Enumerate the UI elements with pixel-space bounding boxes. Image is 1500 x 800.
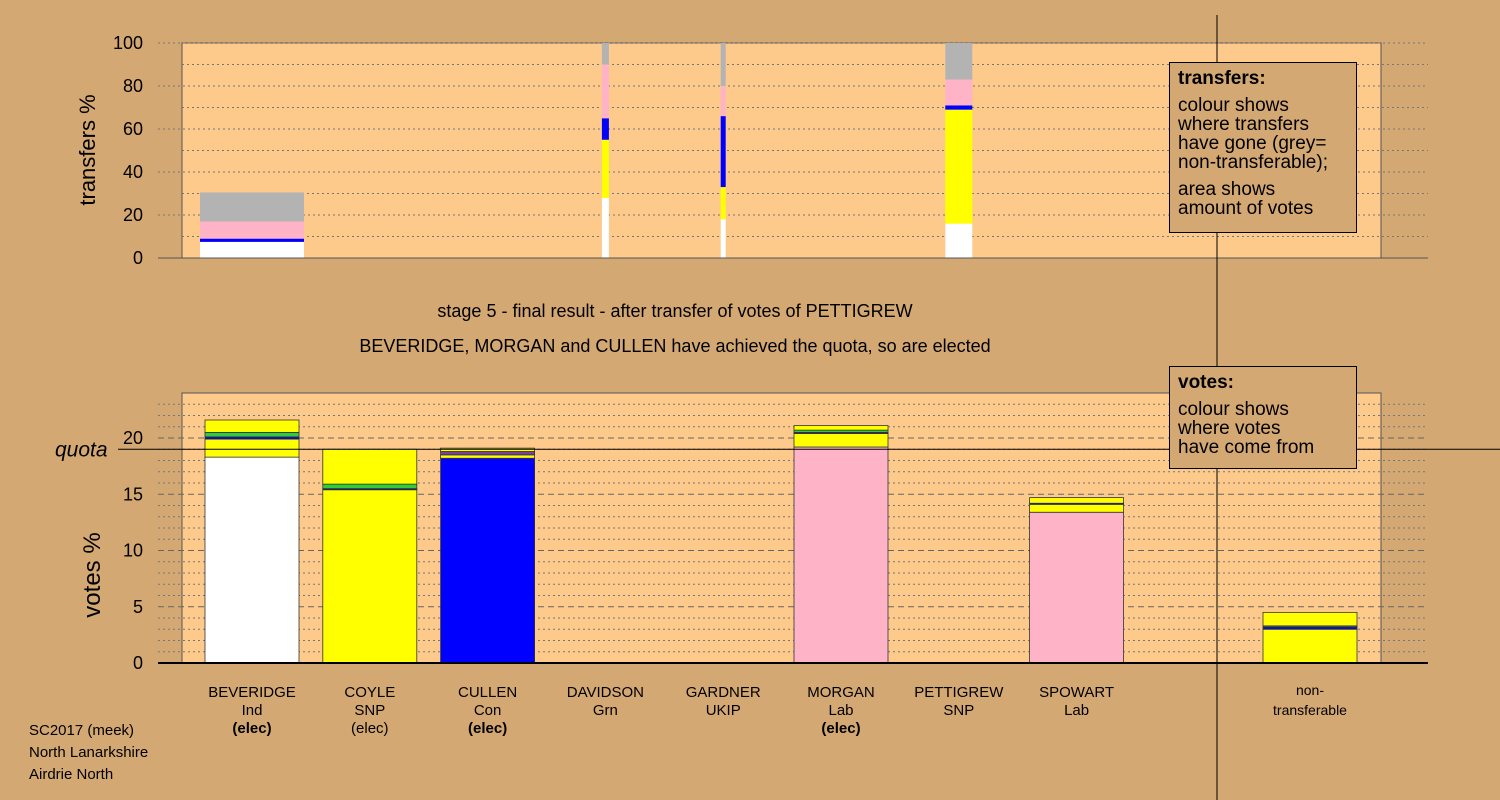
transfer-segment bbox=[945, 79, 973, 106]
candidate-status-label: (elec) bbox=[351, 720, 389, 737]
transfer-segment bbox=[601, 43, 609, 65]
footer-notes: SC2017 (meek) North Lanarkshire Airdrie … bbox=[29, 720, 148, 786]
vote-bar-segment bbox=[322, 483, 418, 490]
votes-axis-label: votes % bbox=[79, 532, 106, 617]
candidate-name-label: MORGAN bbox=[807, 684, 875, 701]
transfer-segment bbox=[200, 221, 304, 239]
transfers-tick-label: 0 bbox=[133, 248, 143, 268]
transfers-tick-label: 60 bbox=[123, 119, 143, 139]
vote-bar-segment bbox=[440, 451, 536, 456]
transfer-segment bbox=[200, 241, 304, 258]
transfer-segment bbox=[720, 187, 726, 220]
vote-bar-segment bbox=[204, 456, 300, 664]
transfer-segment bbox=[601, 118, 609, 140]
transfer-segment bbox=[720, 86, 726, 117]
transfers-legend: transfers: colour shows where transfers … bbox=[1169, 62, 1357, 233]
vote-bar-segment bbox=[322, 489, 418, 664]
transfer-segment bbox=[720, 219, 726, 258]
candidate-name-label: COYLE bbox=[344, 684, 395, 701]
transfer-segment bbox=[200, 192, 304, 222]
votes-legend-text: colour shows where votes have come from bbox=[1178, 399, 1315, 458]
candidate-status-label: (elec) bbox=[232, 720, 271, 737]
footer-line: Airdrie North bbox=[29, 766, 114, 783]
transfers-tick-label: 100 bbox=[113, 33, 143, 53]
vote-bar-segment bbox=[1029, 503, 1124, 513]
candidate-name-label: PETTIGREW bbox=[914, 684, 1004, 701]
transfers-legend-text: colour shows where transfers have gone (… bbox=[1178, 95, 1328, 173]
votes-tick-label: 15 bbox=[123, 484, 143, 504]
transfer-segment bbox=[601, 197, 609, 258]
votes-tick-label: 20 bbox=[123, 428, 143, 448]
candidate-party-label: Con bbox=[474, 702, 502, 719]
footer-line: North Lanarkshire bbox=[29, 744, 149, 761]
votes-tick-label: 10 bbox=[123, 541, 143, 561]
transfer-segment bbox=[945, 109, 973, 224]
candidate-party-label: Grn bbox=[593, 702, 618, 719]
transfers-tick-label: 40 bbox=[123, 162, 143, 182]
transfer-segment bbox=[720, 43, 726, 86]
transfer-segment bbox=[720, 116, 726, 188]
transfers-axis-label: transfers % bbox=[75, 94, 100, 205]
transfer-segment bbox=[945, 105, 973, 110]
vote-bar-segment bbox=[440, 457, 536, 664]
stage-title: stage 5 - final result - after transfer … bbox=[437, 301, 912, 321]
candidate-party-label: SNP bbox=[354, 702, 385, 719]
transfers-tick-label: 20 bbox=[123, 205, 143, 225]
candidate-party-label: SNP bbox=[943, 702, 974, 719]
candidate-party-label: UKIP bbox=[706, 702, 741, 719]
candidate-party-label: Lab bbox=[1064, 702, 1089, 719]
nontransferable-label: non- bbox=[1296, 682, 1324, 698]
candidate-name-label: BEVERIDGE bbox=[208, 684, 296, 701]
vote-bar-segment bbox=[440, 454, 536, 459]
transfer-segment bbox=[200, 238, 304, 242]
footer-line: SC2017 (meek) bbox=[29, 722, 135, 739]
transfers-tick-label: 80 bbox=[123, 76, 143, 96]
quota-label: quota bbox=[55, 438, 108, 461]
votes-legend-title: votes: bbox=[1178, 372, 1234, 393]
vote-bar-segment bbox=[204, 419, 300, 433]
vote-bar-segment bbox=[793, 433, 889, 448]
vote-bar-segment bbox=[204, 438, 300, 458]
vote-bar-segment bbox=[322, 448, 418, 485]
votes-tick-label: 0 bbox=[133, 653, 143, 673]
nontransferable-bar-segment bbox=[1262, 611, 1358, 627]
transfer-segment bbox=[601, 64, 609, 119]
vote-bar-segment bbox=[793, 425, 889, 431]
vote-bar-segment bbox=[793, 446, 889, 664]
vote-bar-segment bbox=[204, 431, 300, 438]
candidate-name-label: DAVIDSON bbox=[567, 684, 644, 701]
candidate-name-label: CULLEN bbox=[458, 684, 517, 701]
vote-bar-segment bbox=[440, 447, 536, 452]
candidate-status-label: (elec) bbox=[468, 720, 507, 737]
transfer-segment bbox=[601, 139, 609, 198]
candidate-name-label: SPOWART bbox=[1039, 684, 1114, 701]
transfers-legend-title: transfers: bbox=[1178, 68, 1266, 89]
nontransferable-bar-segment bbox=[1262, 628, 1358, 664]
nontransferable-label: transferable bbox=[1273, 702, 1347, 718]
candidate-name-label: GARDNER bbox=[686, 684, 761, 701]
vote-bar-segment bbox=[1029, 511, 1124, 664]
candidate-status-label: (elec) bbox=[821, 720, 860, 737]
transfer-segment bbox=[945, 223, 973, 258]
vote-bar-segment bbox=[1029, 497, 1124, 504]
stage-subtitle: BEVERIDGE, MORGAN and CULLEN have achiev… bbox=[359, 336, 990, 356]
votes-legend: votes: colour shows where votes have com… bbox=[1169, 366, 1357, 469]
candidate-party-label: Ind bbox=[242, 702, 263, 719]
candidate-party-label: Lab bbox=[828, 702, 853, 719]
transfer-segment bbox=[945, 43, 973, 80]
votes-tick-label: 5 bbox=[133, 597, 143, 617]
transfers-legend-text-2: area shows amount of votes bbox=[1178, 179, 1314, 219]
